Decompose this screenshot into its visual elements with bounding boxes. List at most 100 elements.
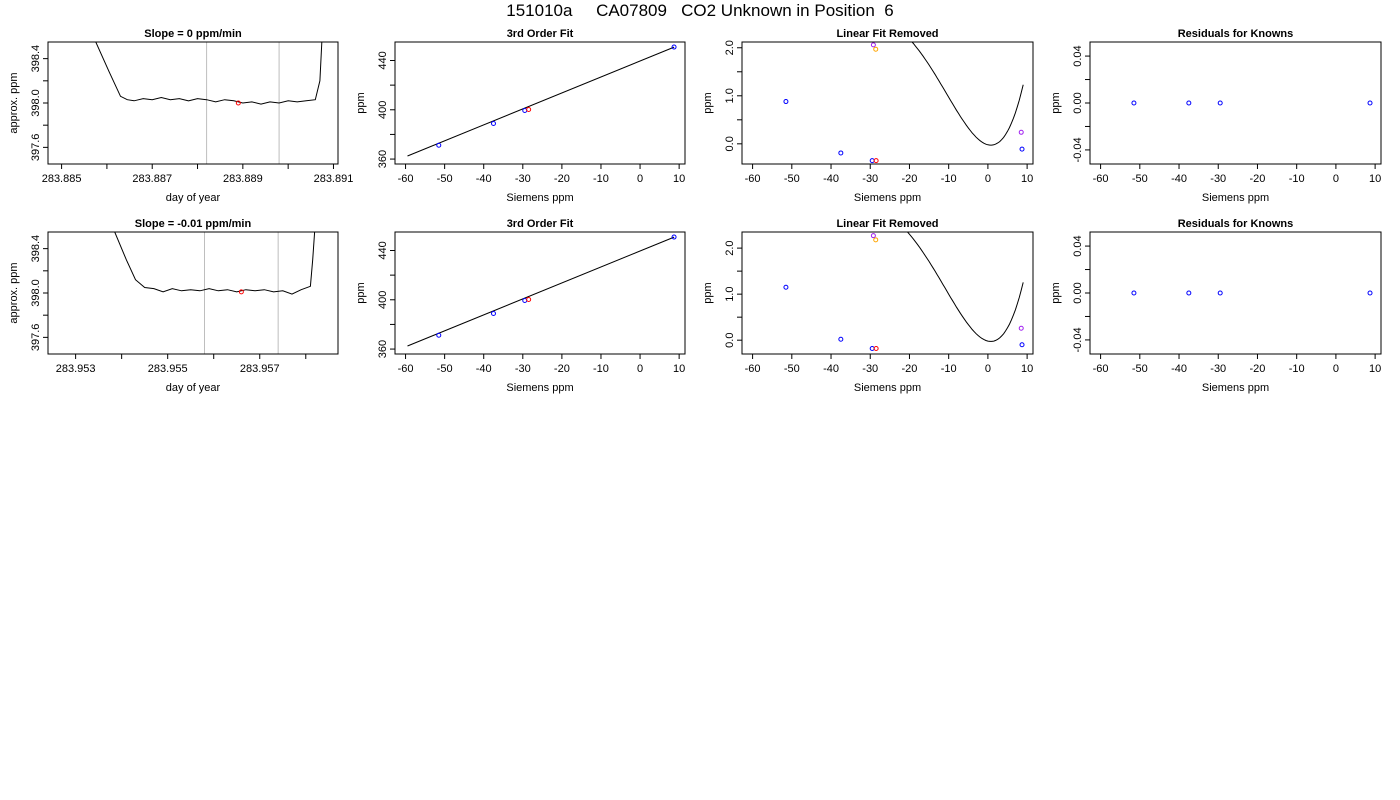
- data-point: [1019, 342, 1025, 348]
- data-point: [490, 310, 496, 316]
- chart-panel-5: Slope = -0.01 ppm/min 283.953 283.955 283.9…: [8, 218, 339, 394]
- data-point: [838, 150, 844, 156]
- fit-line: [407, 236, 675, 347]
- chart-panel-6: 3rd Order Fit -60 -50 -40 -30 -20 -10 0 10 360 400…: [355, 218, 686, 394]
- x-tick-label: 0: [985, 173, 991, 185]
- x-tick-label: -50: [1132, 173, 1148, 185]
- y-tick-label: 1.0: [724, 287, 736, 302]
- chart-title: Linear Fit Removed: [836, 218, 938, 230]
- data-point: [1186, 290, 1192, 296]
- x-axis-label: Siemens ppm: [506, 192, 573, 204]
- y-tick-label: 2.0: [724, 240, 736, 255]
- plot-frame: [394, 41, 686, 165]
- data-point: [1367, 290, 1373, 296]
- chart-panel-7: Linear Fit Removed -60 -50 -40 -30 -20 -10 0 10 0…: [702, 218, 1034, 394]
- x-tick-label: -60: [1093, 363, 1109, 375]
- data-point: [783, 99, 789, 105]
- y-tick-label: 0.0: [724, 136, 736, 151]
- x-tick-label: -20: [1250, 363, 1266, 375]
- plot-frame: [741, 41, 1034, 165]
- x-tick-label: -60: [1093, 173, 1109, 185]
- chart-title: Residuals for Knowns: [1178, 28, 1294, 40]
- x-tick-label: -10: [941, 173, 957, 185]
- y-tick-label: 360: [377, 340, 389, 358]
- data-point: [873, 46, 879, 52]
- x-tick-label: 0: [1333, 363, 1339, 375]
- data-point: [490, 120, 496, 126]
- data-point: [436, 142, 442, 148]
- plot-frame: [1089, 231, 1382, 355]
- x-axis-label: Siemens ppm: [854, 192, 921, 204]
- chart-panel-2: 3rd Order Fit -60 -50 -40 -30 -20 -10 0 10 360 400…: [355, 28, 686, 204]
- data-point: [671, 44, 677, 50]
- x-axis-label: day of year: [166, 382, 221, 394]
- y-tick-label: 398.0: [30, 279, 42, 307]
- x-tick-label: -60: [745, 363, 761, 375]
- x-tick-label: -30: [862, 363, 878, 375]
- x-tick-label: -20: [902, 363, 918, 375]
- chart-panel-3: Linear Fit Removed -60 -50 -40 -30 -20 -10 0 10 0…: [702, 28, 1034, 204]
- data-point: [522, 108, 528, 114]
- x-axis-label: Siemens ppm: [1202, 192, 1269, 204]
- data-point: [1367, 100, 1373, 106]
- y-axis-label: approx. ppm: [8, 262, 20, 323]
- x-tick-label: -20: [554, 173, 570, 185]
- data-point: [526, 297, 532, 303]
- x-axis-label: Siemens ppm: [506, 382, 573, 394]
- data-point: [235, 100, 241, 106]
- x-tick-label: -40: [1171, 363, 1187, 375]
- chart-panel-4: Residuals for Knowns -60 -50 -40 -30 -20 -10 0 1…: [1050, 28, 1382, 204]
- x-tick-label: -40: [476, 363, 492, 375]
- x-tick-label: -40: [476, 173, 492, 185]
- x-tick-label: 0: [985, 363, 991, 375]
- x-tick-label: -50: [1132, 363, 1148, 375]
- y-tick-label: 400: [377, 291, 389, 309]
- chart-title: 3rd Order Fit: [507, 218, 574, 230]
- chart-title: 3rd Order Fit: [507, 28, 574, 40]
- y-axis-label: ppm: [702, 282, 714, 303]
- x-tick-label: 283.957: [240, 363, 280, 375]
- y-axis-label: approx. ppm: [8, 72, 20, 133]
- plot-frame: [47, 41, 339, 165]
- x-tick-label: 283.887: [132, 173, 172, 185]
- data-point: [873, 158, 879, 164]
- data-point: [522, 298, 528, 304]
- x-tick-label: 10: [1369, 363, 1381, 375]
- x-tick-label: -40: [823, 173, 839, 185]
- x-tick-label: -20: [554, 363, 570, 375]
- plot-frame: [394, 231, 686, 355]
- x-tick-label: -60: [398, 363, 414, 375]
- x-tick-label: -50: [437, 363, 453, 375]
- x-tick-label: 10: [1021, 363, 1033, 375]
- data-point: [873, 345, 879, 351]
- x-tick-label: -10: [1289, 173, 1305, 185]
- y-tick-label: 1.0: [724, 88, 736, 103]
- y-tick-label: 360: [377, 150, 389, 168]
- x-tick-label: 283.953: [56, 363, 96, 375]
- x-tick-label: 10: [1021, 173, 1033, 185]
- data-point: [1018, 325, 1024, 331]
- x-tick-label: -50: [784, 173, 800, 185]
- y-tick-label: 0.04: [1072, 45, 1084, 66]
- plot-frame: [741, 231, 1034, 355]
- x-tick-label: -30: [515, 173, 531, 185]
- y-tick-label: -0.04: [1072, 137, 1084, 162]
- chart-panel-1: Slope = 0 ppm/min 283.885 283.887 283.889 28…: [8, 28, 353, 204]
- data-point: [671, 234, 677, 240]
- x-tick-label: -40: [1171, 173, 1187, 185]
- data-point: [873, 237, 879, 243]
- y-tick-label: 397.6: [30, 324, 42, 352]
- y-axis-label: ppm: [1050, 92, 1062, 113]
- x-tick-label: 10: [673, 173, 685, 185]
- y-axis-label: ppm: [355, 282, 367, 303]
- x-tick-label: -40: [823, 363, 839, 375]
- x-axis-label: day of year: [166, 192, 221, 204]
- data-point: [436, 332, 442, 338]
- y-tick-label: -0.04: [1072, 327, 1084, 352]
- x-tick-label: 0: [637, 173, 643, 185]
- y-tick-label: 440: [377, 241, 389, 259]
- y-axis-label: ppm: [1050, 282, 1062, 303]
- chart-panel-8: Residuals for Knowns -60 -50 -40 -30 -20 -10 0 1…: [1050, 218, 1382, 394]
- y-tick-label: 0.00: [1072, 282, 1084, 303]
